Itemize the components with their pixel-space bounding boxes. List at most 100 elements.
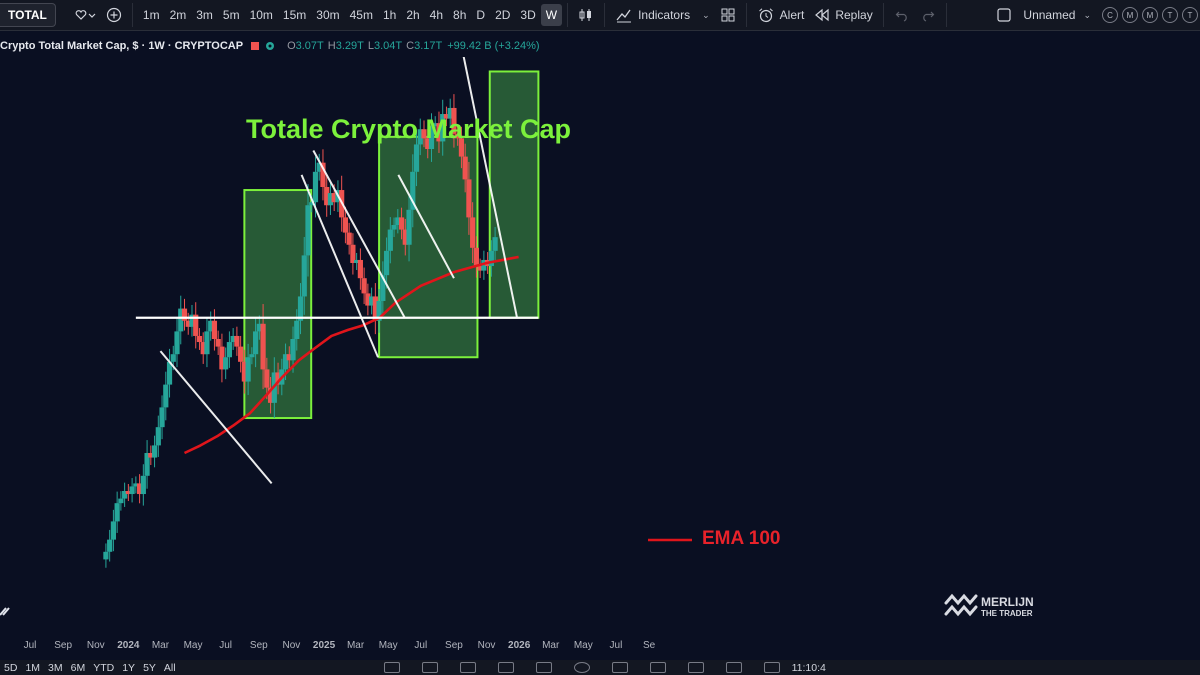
candle-body [327, 193, 334, 206]
candle-body [264, 369, 270, 388]
price-chart[interactable]: Totale Crypto Market Cap EMA 100 MERLIJN… [0, 57, 1200, 660]
trend-line-1[interactable] [159, 350, 273, 485]
candle [421, 120, 427, 148]
interval-10m[interactable]: 10m [249, 8, 273, 22]
interval-d[interactable]: D [476, 8, 486, 22]
tool-icon[interactable] [763, 662, 780, 673]
candle [129, 478, 135, 503]
trend-line-2[interactable] [300, 174, 379, 358]
candle-body [443, 114, 450, 119]
candle [118, 491, 124, 511]
candle-body [144, 453, 150, 476]
candle [342, 206, 349, 244]
range-1m[interactable]: 1M [25, 661, 41, 674]
series-title[interactable]: Crypto Total Market Cap, $ · 1W · CRYPTO… [0, 40, 244, 52]
candle-style-icon[interactable] [573, 4, 599, 26]
candle [354, 252, 360, 270]
candle-body [178, 308, 184, 332]
layouts-grid-icon[interactable] [715, 4, 741, 26]
interval-30m[interactable]: 30m [316, 8, 340, 22]
tool-icon[interactable] [383, 662, 400, 673]
x-axis-label: Se [643, 640, 656, 651]
top-toolbar: TOTAL 1m 2m 3m 5m 10m 15m 30m 45m 1h 2h 4h 8h D 2D 3D W… [0, 0, 1200, 31]
tool-icon[interactable] [573, 662, 590, 673]
watchlist-heart-icon[interactable] [69, 4, 101, 26]
redo-icon[interactable] [915, 4, 941, 26]
tool-icon[interactable] [611, 662, 628, 673]
interval-45m[interactable]: 45m [349, 8, 373, 22]
alert-label: Alert [779, 8, 805, 22]
interval-2h[interactable]: 2h [406, 8, 420, 22]
tool-icon[interactable] [459, 662, 476, 673]
candle [163, 371, 169, 421]
candle [196, 328, 203, 350]
range-5y[interactable]: 5Y [143, 661, 156, 674]
interval-3d[interactable]: 3D [520, 8, 536, 22]
mode-button-c[interactable]: C [1102, 7, 1118, 23]
candle [458, 126, 465, 169]
mode-button-t[interactable]: T [1162, 7, 1178, 23]
interval-15m[interactable]: 15m [282, 8, 307, 22]
candle-body [290, 339, 296, 361]
candle-body [410, 171, 416, 210]
interval-2m[interactable]: 2m [169, 8, 187, 22]
candle [193, 302, 199, 349]
candle [256, 315, 262, 340]
tool-icon[interactable] [535, 662, 552, 673]
interval-1m[interactable]: 1m [142, 8, 160, 22]
range-3m[interactable]: 3M [48, 661, 63, 674]
range-ytd[interactable]: YTD [93, 661, 115, 674]
highlight-box-3[interactable] [488, 70, 540, 319]
x-axis-label: Sep [54, 640, 72, 651]
interval-4h[interactable]: 4h [429, 8, 444, 22]
trend-line-3[interactable] [312, 150, 406, 319]
tool-icon[interactable] [649, 662, 666, 673]
candle-body [458, 138, 465, 157]
candle [451, 94, 457, 148]
range-1y[interactable]: 1Y [122, 661, 136, 674]
candle-body [260, 323, 266, 370]
candle [297, 283, 304, 335]
watermark-brand: MERLIJN [981, 595, 1034, 609]
range-5d[interactable]: 5D [4, 661, 18, 674]
undo-icon[interactable] [889, 4, 915, 26]
ema-label-annotation[interactable]: EMA 100 [702, 528, 781, 549]
time-axis[interactable]: Jul Sep Nov 2024 Mar May Jul Sep Nov 2025 Mar May Ju… [24, 640, 656, 651]
mode-button-m[interactable]: M [1122, 7, 1138, 23]
symbol-search-button[interactable]: TOTAL [0, 3, 56, 27]
alert-button[interactable]: Alert [752, 4, 810, 26]
interval-8h[interactable]: 8h [453, 8, 467, 22]
interval-2d[interactable]: 2D [495, 8, 511, 22]
tool-icon[interactable] [725, 662, 742, 673]
interval-5m[interactable]: 5m [222, 8, 240, 22]
close-label: C [406, 40, 415, 52]
trend-line-5[interactable] [461, 57, 519, 318]
candle-body [107, 539, 113, 552]
range-6m[interactable]: 6M [70, 661, 86, 674]
candle [369, 287, 375, 315]
candle [286, 346, 292, 369]
tool-icon[interactable] [687, 662, 704, 673]
interval-w[interactable]: W [540, 4, 563, 26]
replay-button[interactable]: Replay [809, 4, 877, 26]
chart-title-annotation[interactable]: Totale Crypto Market Cap [246, 114, 571, 144]
interval-1h[interactable]: 1h [382, 8, 397, 22]
eye-dot-icon[interactable] [265, 41, 275, 51]
tool-icon[interactable] [497, 662, 514, 673]
candle [275, 362, 281, 395]
highlight-box-2[interactable] [378, 135, 479, 359]
candle [155, 415, 161, 457]
candle-body [148, 453, 154, 458]
indicators-button[interactable]: Indicators ⌄ [610, 4, 715, 26]
tool-icon[interactable] [421, 662, 438, 673]
layout-name-button[interactable]: Unnamed ⌄ [992, 4, 1096, 26]
candle-body [170, 354, 176, 362]
mode-button-t[interactable]: T [1182, 7, 1198, 23]
trend-line-4[interactable] [397, 174, 455, 279]
mode-button-m[interactable]: M [1142, 7, 1158, 23]
interval-3m[interactable]: 3m [196, 8, 213, 22]
range-all[interactable]: All [163, 661, 176, 674]
candle [473, 236, 479, 278]
compare-symbol-plus-icon[interactable] [101, 4, 127, 26]
x-axis-label: 2025 [313, 640, 336, 651]
